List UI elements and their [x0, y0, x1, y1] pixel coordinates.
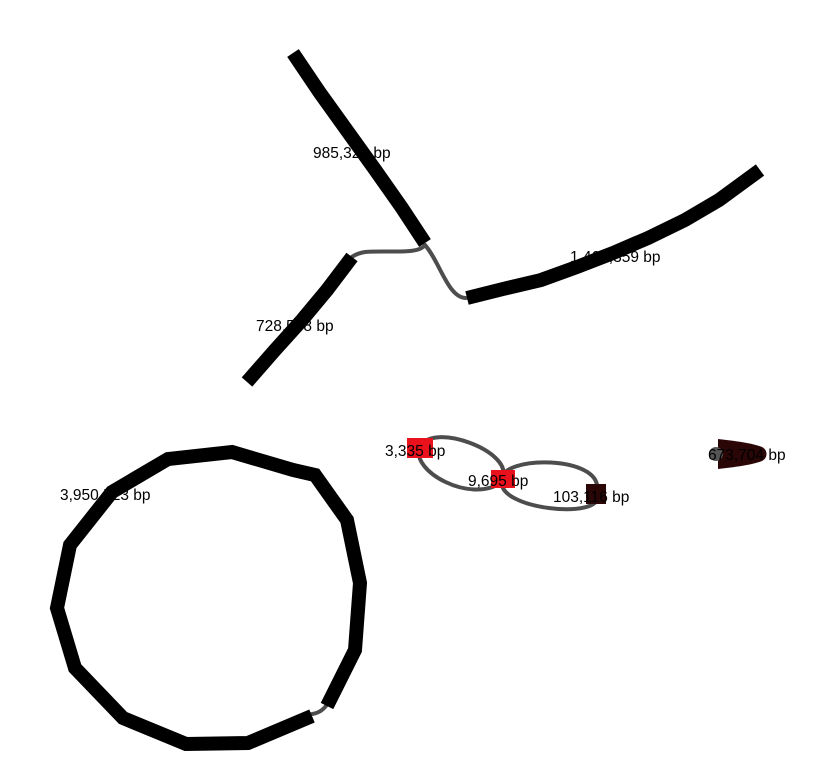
contig-node-9695[interactable]: [491, 470, 515, 488]
contig-segments: [49, 49, 767, 752]
contig-segment-3950523[interactable]: [49, 444, 368, 752]
link-c1-c3: [344, 243, 427, 264]
contig-node-673704-cap: [709, 447, 723, 461]
link-c1-c2: [423, 243, 468, 300]
contig-segment-728578[interactable]: [241, 252, 358, 387]
contig-label: 9,695 bp: [468, 473, 528, 490]
contig-label: 3,335 bp: [385, 443, 445, 460]
contig-label: 3,950,523 bp: [60, 487, 151, 504]
contig-node-673704[interactable]: [718, 439, 767, 469]
contig-label: 728,578 bp: [256, 318, 334, 335]
contig-segment-985324[interactable]: [287, 49, 431, 247]
contig-label: 103,116 bp: [553, 489, 629, 506]
contig-label: 985,324 bp: [313, 145, 391, 162]
contig-segment-1466359[interactable]: [465, 164, 765, 305]
contig-label: 673,704 bp: [708, 447, 786, 464]
contig-label: 1,466,359 bp: [570, 249, 661, 266]
contig-labels: 985,324 bp 1,466,359 bp 728,578 bp 3,950…: [60, 145, 786, 506]
contig-node-3335[interactable]: [407, 438, 433, 458]
contig-node-103116[interactable]: [586, 484, 606, 504]
